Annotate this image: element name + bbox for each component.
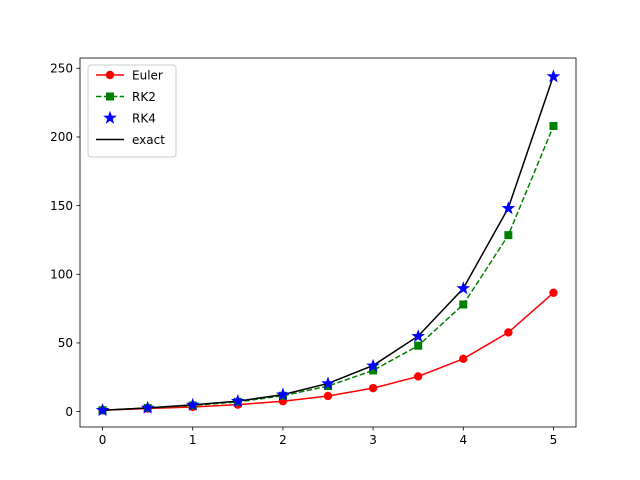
- legend-label-rk4: RK4: [132, 111, 156, 125]
- legend-item-rk2: RK2: [96, 90, 156, 104]
- axes-frame: [79, 57, 577, 428]
- data-point-euler: [368, 383, 378, 393]
- legend-item-exact: exact: [96, 133, 165, 147]
- x-tick-label: 3: [369, 433, 377, 447]
- y-tick-label: 200: [50, 130, 73, 144]
- legend-item-rk4: RK4: [103, 110, 156, 125]
- y-tick-label: 150: [50, 199, 73, 213]
- x-tick-label: 0: [99, 433, 107, 447]
- legend-label-rk2: RK2: [132, 90, 156, 104]
- data-point-rk2: [414, 341, 423, 350]
- legend-marker-rk4: [103, 110, 117, 124]
- data-point-rk4: [95, 403, 110, 417]
- data-point-euler: [323, 391, 333, 401]
- data-point-rk2: [369, 366, 378, 375]
- data-point-rk4: [546, 69, 561, 83]
- data-point-euler: [549, 288, 558, 298]
- data-point-euler: [413, 372, 423, 381]
- data-point-rk4: [276, 387, 290, 401]
- data-point-rk4: [185, 397, 200, 411]
- y-tick-label: 0: [65, 405, 73, 419]
- legend-label-euler: Euler: [132, 68, 163, 82]
- data-point-rk4: [140, 400, 155, 414]
- x-tick-label: 4: [459, 433, 467, 447]
- data-point-rk4: [411, 329, 426, 343]
- data-point-euler: [459, 354, 468, 364]
- x-tick-label: 2: [279, 433, 287, 447]
- legend-item-euler: Euler: [96, 68, 163, 82]
- legend-marker-euler: [105, 70, 115, 80]
- legend-marker-rk2: [106, 92, 114, 101]
- data-point-rk4: [366, 358, 380, 372]
- data-point-rk4: [321, 376, 335, 390]
- data-point-rk4: [230, 394, 245, 408]
- data-point-rk4: [501, 201, 516, 215]
- series-layer: [95, 69, 561, 417]
- y-tick-label: 100: [50, 267, 73, 281]
- data-point-rk2: [504, 231, 513, 240]
- data-point-rk2: [549, 121, 558, 130]
- data-point-rk2: [459, 300, 468, 309]
- y-tick-label: 50: [58, 336, 73, 350]
- legend-label-exact: exact: [132, 133, 165, 147]
- y-tick-label: 250: [50, 61, 73, 75]
- data-point-euler: [504, 328, 513, 337]
- legend-box: [87, 64, 177, 158]
- legend: Euler RK2 RK4 exact: [87, 64, 177, 158]
- series-rk4: [95, 69, 561, 417]
- data-point-rk4: [456, 281, 471, 295]
- x-tick-label: 1: [189, 433, 197, 447]
- x-tick-label: 5: [550, 433, 558, 447]
